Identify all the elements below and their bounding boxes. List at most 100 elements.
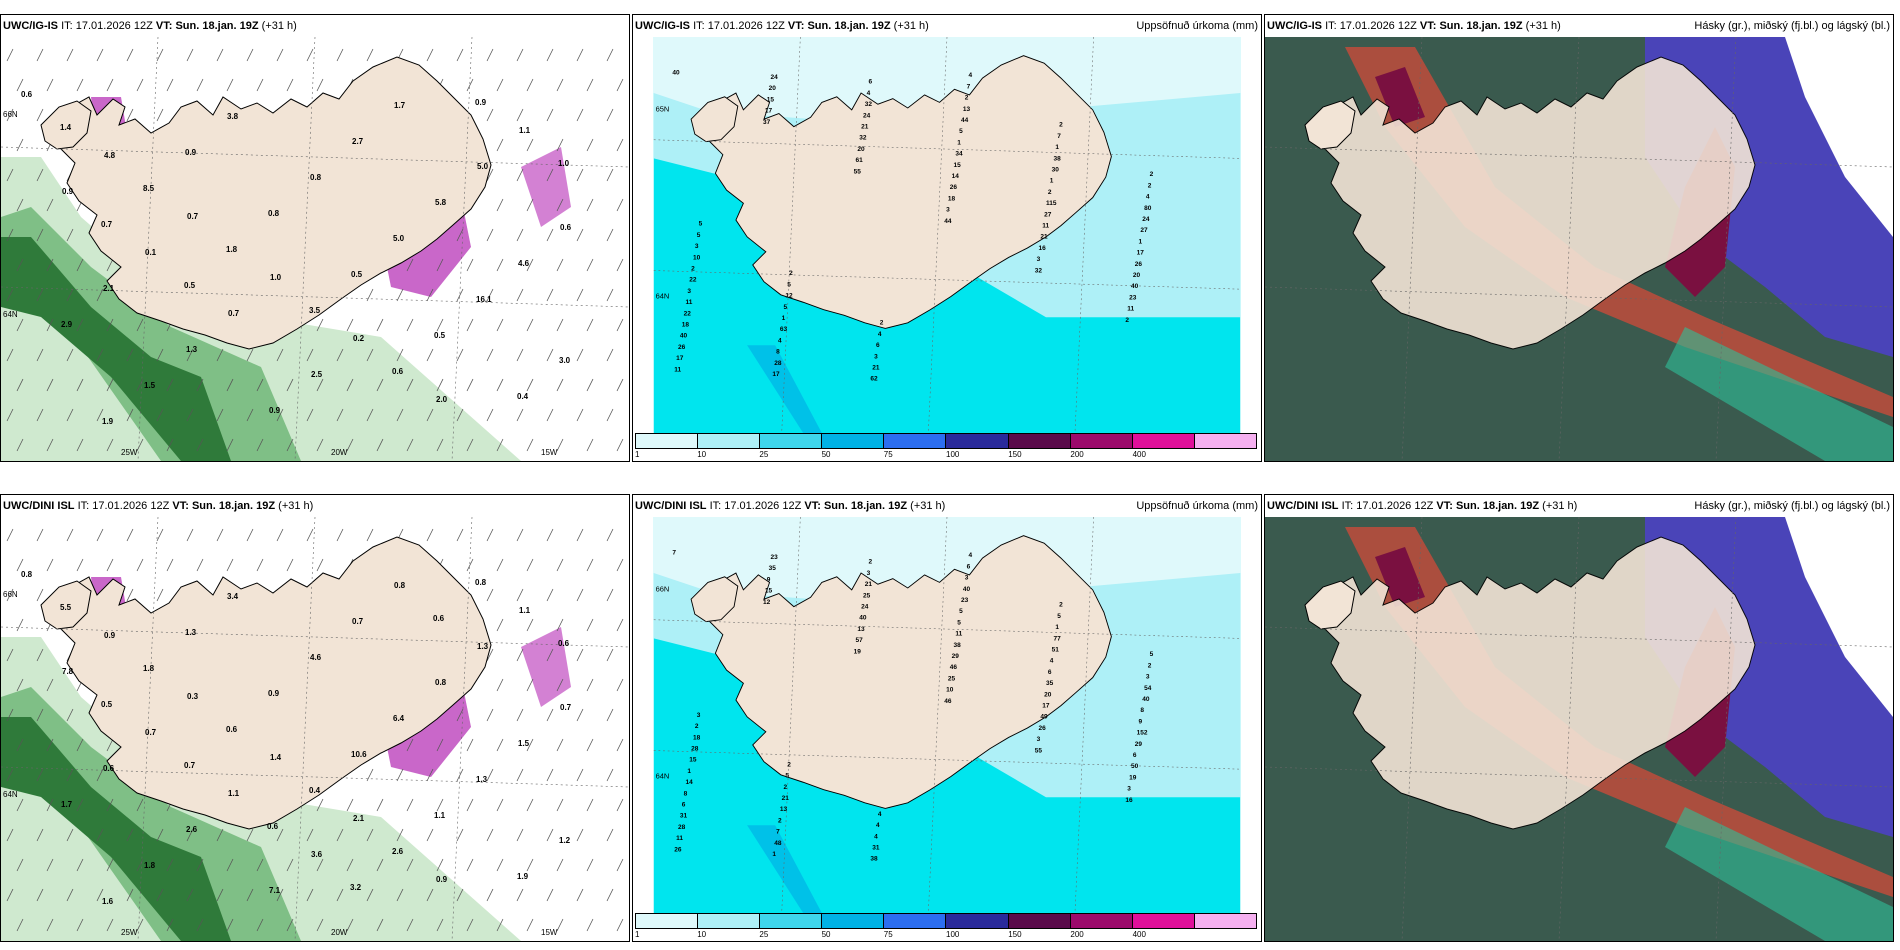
value-label: 5 bbox=[959, 608, 963, 615]
wind-barb bbox=[66, 408, 74, 422]
wind-barb bbox=[576, 888, 584, 902]
wind-barb bbox=[616, 558, 624, 572]
wind-barb bbox=[436, 258, 444, 272]
wind-barb bbox=[96, 348, 104, 362]
value-label: 40 bbox=[1131, 283, 1139, 290]
value-label: 5 bbox=[787, 281, 791, 288]
value-label: 20 bbox=[857, 146, 865, 153]
wind-barb bbox=[586, 798, 594, 812]
wind-barb bbox=[36, 828, 44, 842]
value-label: 12 bbox=[763, 599, 771, 606]
value-label: 3.8 bbox=[227, 112, 239, 121]
wind-barb bbox=[246, 828, 254, 842]
wind-barb bbox=[216, 828, 224, 842]
wind-barb bbox=[486, 648, 494, 662]
wind-barb bbox=[316, 78, 324, 92]
wind-barb bbox=[546, 408, 554, 422]
wind-barb bbox=[496, 198, 504, 212]
wind-barb bbox=[586, 858, 594, 872]
wind-barb bbox=[6, 888, 14, 902]
value-label: 30 bbox=[1052, 166, 1060, 173]
panel-header: UWC/IG-IS IT: 17.01.2026 12Z VT: Sun. 18… bbox=[633, 15, 1261, 37]
wind-barb bbox=[276, 828, 284, 842]
map-wind: 0.8 0.9 0.3 1.4 2.1 0.9 1.1 7.8 0.7 1.1 3.6 0.8 1.3 0… bbox=[1, 517, 629, 941]
value-label: 23 bbox=[961, 597, 969, 604]
value-label: 8 bbox=[684, 790, 688, 797]
wind-barb bbox=[576, 828, 584, 842]
value-label: 0.4 bbox=[517, 392, 529, 401]
value-label: 2 bbox=[1059, 602, 1063, 609]
wind-barb bbox=[106, 738, 114, 752]
wind-barb bbox=[16, 738, 24, 752]
wind-barb bbox=[36, 348, 44, 362]
wind-barb bbox=[106, 918, 114, 932]
wind-barb bbox=[346, 318, 354, 332]
wind-barb bbox=[366, 348, 374, 362]
value-label: 4 bbox=[968, 552, 972, 559]
value-label: 23 bbox=[1129, 294, 1137, 301]
it-label: IT: bbox=[61, 20, 73, 32]
wind-barb bbox=[76, 798, 84, 812]
value-label: 0.6 bbox=[433, 614, 445, 623]
wind-barb bbox=[516, 228, 524, 242]
value-label: 2 bbox=[1048, 189, 1052, 196]
wind-barb bbox=[306, 888, 314, 902]
wind-barb bbox=[336, 48, 344, 62]
wind-barb bbox=[406, 798, 414, 812]
value-label: 5 bbox=[957, 619, 961, 626]
value-label: 50 bbox=[1131, 763, 1139, 770]
value-label: 37 bbox=[763, 119, 771, 126]
value-label: 0.2 bbox=[353, 334, 365, 343]
wind-barb bbox=[526, 138, 534, 152]
value-label: 40 bbox=[1142, 696, 1150, 703]
value-label: 0.8 bbox=[475, 578, 487, 587]
valid-time: Sun. 18.jan. 19Z bbox=[1439, 20, 1523, 32]
value-label: 2 bbox=[784, 784, 788, 791]
lead-time: (+31 h) bbox=[910, 500, 946, 512]
wind-barb bbox=[526, 858, 534, 872]
panel-header: UWC/DINI ISL IT: 17.01.2026 12Z VT: Sun.… bbox=[1265, 495, 1893, 517]
wind-barb bbox=[166, 378, 174, 392]
wind-barb bbox=[546, 348, 554, 362]
wind-barb bbox=[136, 378, 144, 392]
value-label: 2.1 bbox=[103, 284, 115, 293]
wind-barb bbox=[526, 918, 534, 932]
value-label: 7 bbox=[672, 549, 676, 556]
value-label: 2 bbox=[787, 761, 791, 768]
wind-barb bbox=[186, 888, 194, 902]
value-label: 2 bbox=[789, 270, 793, 277]
valid-time: Sun. 18.jan. 19Z bbox=[175, 20, 259, 32]
value-label: 18 bbox=[693, 734, 701, 741]
wind-barb bbox=[336, 348, 344, 362]
legend-swatch bbox=[1194, 914, 1256, 928]
init-time: 17.01.2026 12Z bbox=[75, 20, 153, 32]
value-label: 4 bbox=[1050, 658, 1054, 665]
value-label: 4.6 bbox=[518, 259, 530, 268]
value-label: 11 bbox=[674, 366, 681, 373]
wind-barb bbox=[456, 228, 464, 242]
value-label: 14 bbox=[685, 779, 693, 786]
value-label: 0.5 bbox=[351, 270, 363, 279]
legend-tick-label: 100 bbox=[946, 930, 960, 939]
iceland-land bbox=[707, 55, 1112, 329]
value-label: 20 bbox=[1044, 691, 1052, 698]
wind-barb bbox=[256, 378, 264, 392]
legend-swatch bbox=[698, 914, 761, 928]
wind-barb bbox=[156, 528, 164, 542]
value-label: 2 bbox=[1148, 662, 1152, 669]
init-time: 17.01.2026 12Z bbox=[724, 500, 802, 512]
graticule-label: 64N bbox=[3, 310, 18, 319]
wind-barb bbox=[36, 588, 44, 602]
wind-barb bbox=[396, 288, 404, 302]
legend-swatch bbox=[1194, 434, 1256, 448]
value-label: 5.8 bbox=[435, 198, 447, 207]
value-label: 4 bbox=[867, 90, 871, 97]
wind-barb bbox=[16, 198, 24, 212]
wind-barb bbox=[546, 48, 554, 62]
westfjords-land bbox=[690, 96, 739, 143]
value-label: 21 bbox=[782, 795, 790, 802]
value-label: 0.7 bbox=[560, 703, 572, 712]
value-label: 24 bbox=[770, 74, 778, 81]
wind-barb bbox=[556, 78, 564, 92]
value-label: 3 bbox=[965, 575, 969, 582]
